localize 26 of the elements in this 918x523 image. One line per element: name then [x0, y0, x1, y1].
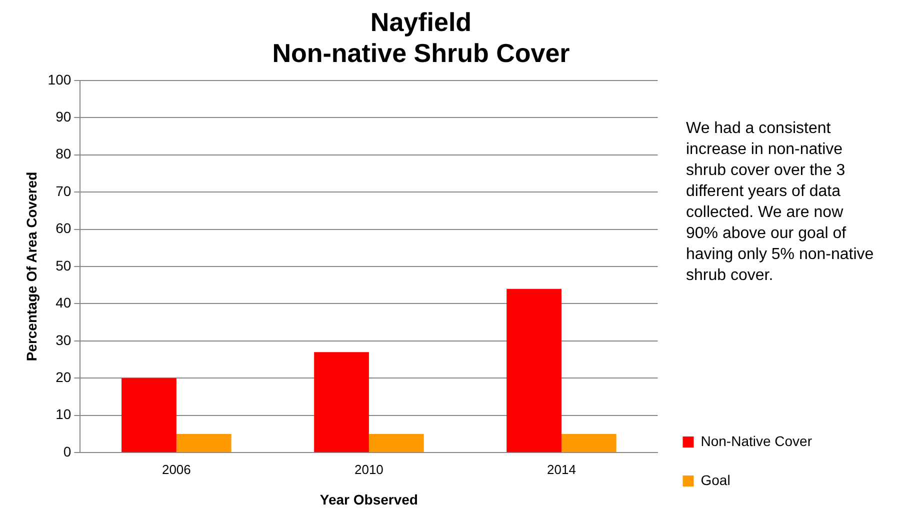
chart-title: Nayfield Non-native Shrub Cover: [272, 6, 570, 68]
legend-label: Non-Native Cover: [700, 432, 812, 449]
y-tick-label: 100: [48, 71, 72, 88]
y-tick-label: 90: [56, 108, 72, 124]
x-tick-label: 2014: [547, 462, 576, 477]
bar: [506, 288, 562, 452]
bar: [176, 434, 232, 452]
text: We had a consistent increase in non-native shrub cover over the 3 different years of data collected. We are now 90% above our goal of having only 5% non-native shrub cover.: [686, 119, 875, 286]
bar: [314, 352, 369, 452]
bar: [561, 434, 616, 452]
x-tick-label: 2006: [162, 462, 191, 477]
y-tick-label: 40: [56, 294, 72, 311]
x-axis-title: Year Observed: [320, 491, 418, 508]
bar: [122, 378, 176, 452]
y-tick-label: 0: [63, 443, 72, 460]
y-tick-label: 20: [56, 369, 72, 386]
y-tick-label: 50: [56, 257, 72, 274]
legend-label: Goal: [700, 472, 730, 488]
y-axis-title: Percentage Of Area Covered: [23, 172, 40, 362]
bar: [368, 434, 424, 452]
y-tick-label: 70: [56, 182, 72, 199]
y-tick-label: 60: [56, 220, 72, 236]
x-tick-label: 2010: [354, 462, 384, 477]
y-tick-label: 10: [56, 406, 72, 422]
y-tick-label: 80: [56, 146, 72, 162]
y-tick-label: 30: [56, 332, 72, 348]
